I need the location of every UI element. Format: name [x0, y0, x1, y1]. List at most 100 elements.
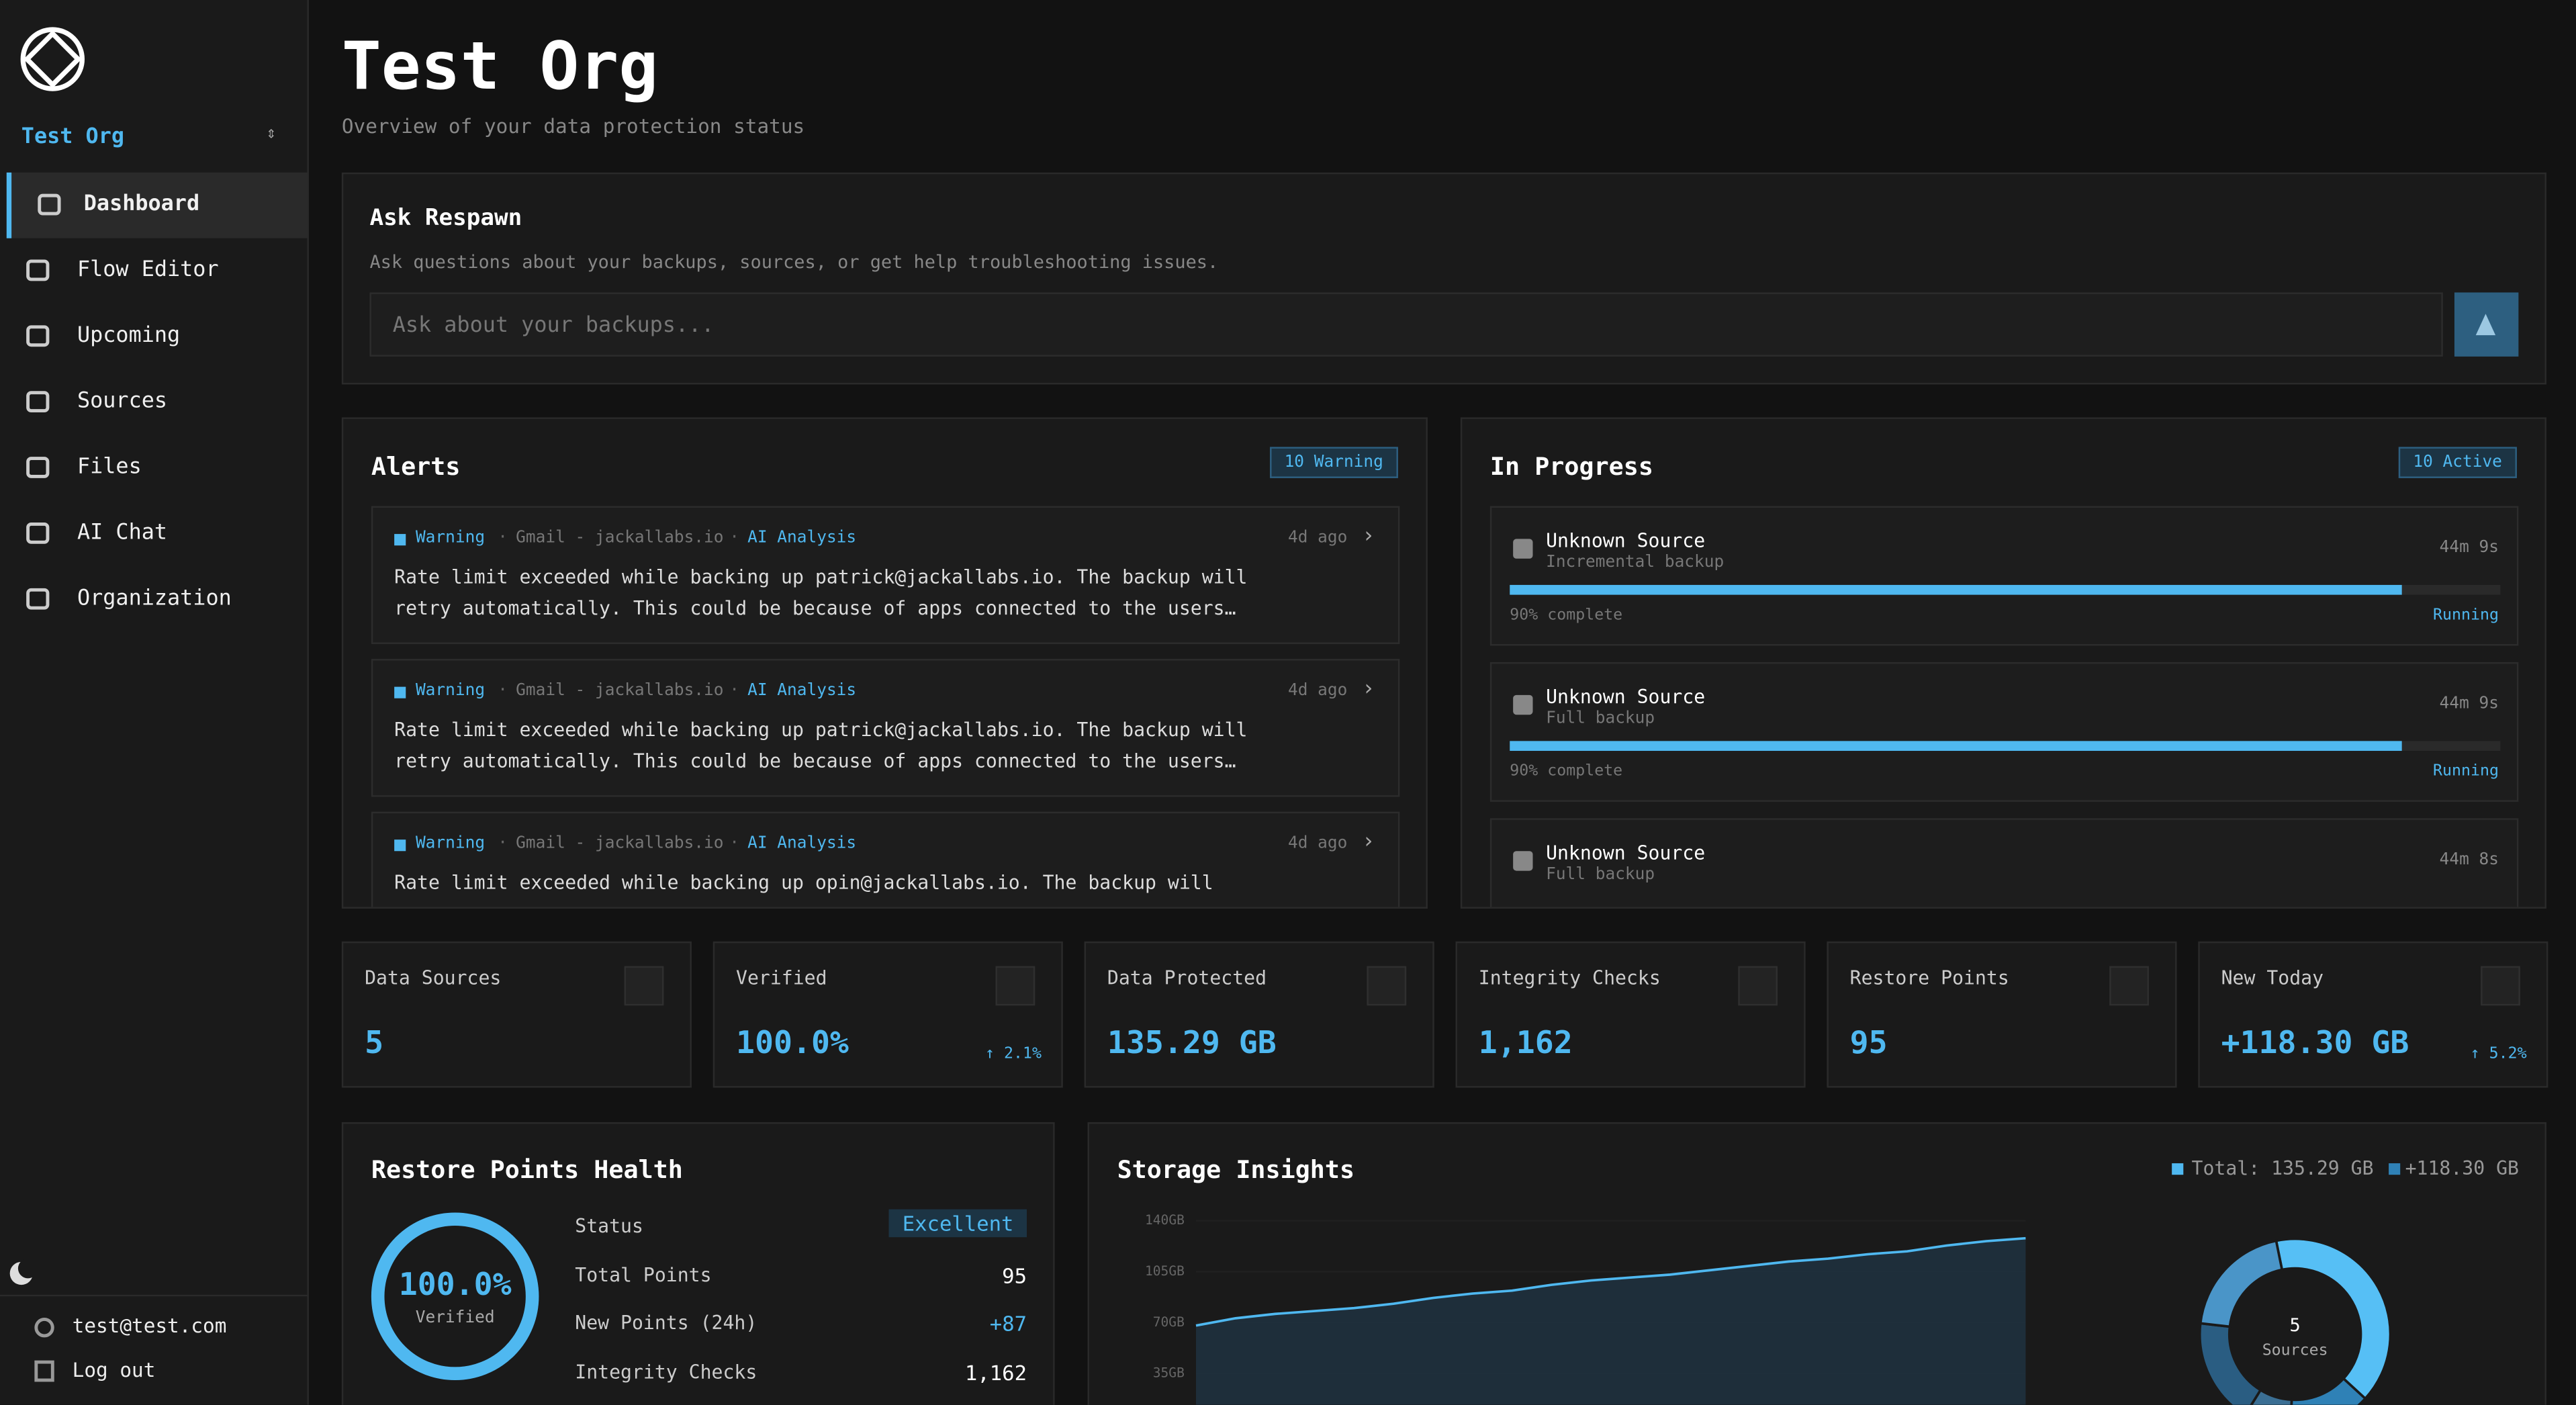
in_progress-title: In Progress — [1489, 451, 1653, 482]
alerts-panel: Alerts 10 Warning Warning · Gmail - jackalla… — [341, 417, 1428, 909]
nav-item[interactable]: Sources — [0, 369, 307, 435]
divider — [0, 1294, 308, 1297]
alert-chevron: › — [1362, 829, 1375, 855]
job-status: Running — [2433, 606, 2499, 625]
ask-input[interactable]: Ask about your backups... — [369, 292, 2443, 357]
legend-swatch — [2172, 1163, 2184, 1175]
nav-icon — [26, 391, 50, 413]
nav-label: Flow Editor — [77, 258, 219, 283]
stat-label: Data Sources — [365, 966, 502, 989]
alert-level: Warning — [415, 682, 486, 700]
stat-icon — [995, 966, 1036, 1006]
nav-label: Dashboard — [83, 192, 200, 217]
nav-label: AI Chat — [77, 520, 168, 546]
alert-source: Gmail - jackallabs.io — [516, 529, 724, 547]
ask-send[interactable] — [2454, 292, 2519, 357]
alert-message: Rate limit exceeded while backing up pat… — [394, 565, 1248, 620]
nav-icon — [38, 193, 61, 216]
nav-item[interactable]: Organization — [0, 567, 307, 633]
alert-sep: · — [498, 834, 508, 853]
health-row-value: 95 — [1002, 1263, 1027, 1287]
alert-dot — [394, 686, 406, 698]
nav-icon — [26, 522, 50, 544]
stat-card: Verified 100.0% ↑ 2.1% — [712, 941, 1063, 1088]
nav-item[interactable]: Upcoming — [0, 304, 307, 370]
alert-source: Gmail - jackallabs.io — [516, 834, 724, 853]
health-row-label: Total Points — [575, 1263, 712, 1286]
job-item[interactable]: Unknown Source Full backup 44m 8s — [1489, 818, 2519, 907]
job-name: Unknown Source — [1546, 841, 1706, 864]
stat-card: New Today +118.30 GB ↑ 5.2% — [2198, 941, 2548, 1088]
legend-swatch — [2389, 1163, 2401, 1175]
alert-message: Rate limit exceeded while backing up pat… — [394, 718, 1248, 772]
storage-panel: Storage Insights Total: 135.29 GB +118.30 … — [1087, 1122, 2546, 1405]
nav-item[interactable]: Dashboard — [6, 172, 308, 238]
in_progress-badge: 10 Active — [2398, 447, 2517, 478]
nav-label: Upcoming — [77, 323, 181, 349]
stat-label: New Today — [2221, 966, 2324, 989]
progress-label: 90% complete — [1510, 606, 1623, 625]
job-item[interactable]: Unknown Source Incremental backup 44m 9s 90… — [1489, 506, 2519, 646]
alerts-badge: 10 Warning — [1269, 447, 1398, 478]
page-subtitle: Overview of your data protection status — [341, 115, 805, 138]
nav-item[interactable]: AI Chat — [0, 501, 307, 567]
alert-sep: · — [498, 529, 508, 547]
nav-icon — [26, 259, 50, 281]
job-icon — [1513, 851, 1533, 871]
in_progress-panel: In Progress 10 Active Unknown Source Increm… — [1460, 417, 2546, 909]
progress-fill — [1510, 741, 2401, 752]
alert-time: 4d ago — [1288, 682, 1348, 700]
stat-card: Integrity Checks 1,162 — [1455, 941, 1806, 1088]
progress-fill — [1510, 584, 2401, 595]
stat-icon — [2109, 966, 2149, 1006]
stat-change: ↑ 2.1% — [985, 1044, 1042, 1063]
health-row-value: 1,162 — [964, 1359, 1027, 1385]
alert-time: 4d ago — [1288, 834, 1348, 853]
job-type: Incremental backup — [1546, 553, 1724, 572]
job-name: Unknown Source — [1546, 685, 1706, 709]
legend-entry: Total: 135.29 GB — [2191, 1157, 2374, 1180]
stat-value: 100.0% — [736, 1025, 849, 1062]
health-title: Restore Points Health — [371, 1154, 683, 1185]
org-switcher[interactable]: Test Org — [21, 124, 125, 150]
alert-item[interactable]: Warning · Gmail - jackallabs.io · AI Analysi… — [371, 506, 1400, 645]
alert-level: Warning — [415, 529, 486, 547]
user-email: test@test.com — [72, 1314, 227, 1338]
job-time: 44m 8s — [2439, 851, 2499, 870]
progress-track — [1510, 741, 2501, 752]
health-row-value: +87 — [989, 1311, 1027, 1336]
nav-label: Files — [77, 455, 142, 480]
legend-entry: +118.30 GB — [2405, 1157, 2519, 1180]
nav-icon — [26, 457, 50, 478]
ask-title: Ask Respawn — [369, 205, 522, 232]
stat-icon — [2481, 966, 2520, 1006]
page-title: Test Org — [341, 30, 659, 105]
alert-sep: · — [729, 682, 739, 700]
stat-value: 135.29 GB — [1107, 1025, 1277, 1062]
health-row-value: Excellent — [889, 1209, 1027, 1238]
alert-tag: AI Analysis — [747, 529, 857, 547]
nav-icon — [26, 588, 50, 610]
alert-sep: · — [729, 529, 739, 547]
alert-sep: · — [498, 682, 508, 700]
alert-item[interactable]: Warning · Gmail - jackallabs.io · AI Analysi… — [371, 811, 1400, 907]
stat-label: Restore Points — [1849, 966, 2009, 989]
ask-placeholder: Ask about your backups... — [392, 314, 715, 338]
stat-icon — [624, 966, 664, 1006]
progress-track — [1510, 584, 2501, 595]
logout[interactable]: Log out — [72, 1359, 156, 1382]
nav-item[interactable]: Files — [0, 435, 307, 501]
stat-change: ↑ 5.2% — [2470, 1044, 2527, 1063]
job-item[interactable]: Unknown Source Full backup 44m 9s 90% compl… — [1489, 662, 2519, 802]
job-icon — [1513, 694, 1533, 715]
alert-message: Rate limit exceeded while backing up opi… — [394, 870, 1213, 894]
alert-item[interactable]: Warning · Gmail - jackallabs.io · AI Analysi… — [371, 659, 1400, 797]
stat-value: +118.30 GB — [2221, 1025, 2409, 1062]
stat-card: Data Protected 135.29 GB — [1084, 941, 1434, 1088]
alert-tag: AI Analysis — [747, 682, 857, 700]
nav-item[interactable]: Flow Editor — [0, 238, 307, 304]
health-row-label: Status — [575, 1214, 643, 1238]
stat-icon — [1738, 966, 1778, 1006]
job-time: 44m 9s — [2439, 694, 2499, 713]
